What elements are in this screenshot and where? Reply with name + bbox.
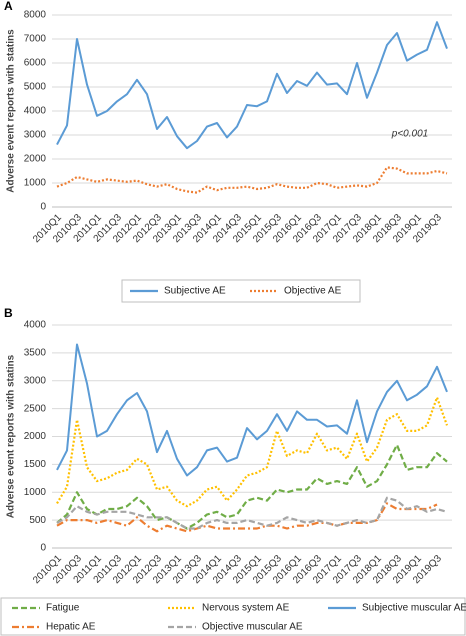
y-tick-label: 7000: [24, 34, 47, 45]
series-line: [56, 166, 448, 194]
y-tick-label: 0: [40, 202, 46, 213]
y-tick-label: 1500: [24, 459, 47, 470]
y-axis-label: Adverse event reports with statins: [6, 29, 17, 193]
legend-box: [121, 279, 361, 303]
y-tick-label: 2000: [24, 154, 47, 165]
series-line: [56, 502, 438, 533]
y-tick-label: 500: [29, 515, 46, 526]
legend-label: Fatigue: [46, 603, 80, 614]
y-tick-label: 6000: [24, 58, 47, 69]
legend-label: Objective muscular AE: [202, 622, 303, 633]
panel-label: A: [4, 0, 13, 13]
series-line: [56, 396, 449, 508]
y-tick-label: 3500: [24, 348, 47, 359]
series-line: [56, 343, 448, 477]
series-line: [56, 496, 448, 530]
legend-label: Hepatic AE: [46, 622, 96, 633]
y-tick-label: 5000: [24, 82, 47, 93]
y-tick-label: 0: [40, 543, 46, 554]
series-line: [56, 21, 448, 150]
legend-label: Subjective AE: [164, 286, 226, 297]
y-tick-label: 2500: [24, 403, 47, 414]
y-tick-label: 2000: [24, 431, 47, 442]
legend-label: Subjective muscular AE: [362, 603, 466, 614]
series-line: [56, 443, 448, 530]
y-tick-label: 8000: [24, 10, 47, 21]
y-tick-label: 3000: [24, 375, 47, 386]
annotation: p<0.001: [391, 129, 428, 140]
legend-label: Objective AE: [284, 286, 342, 297]
y-tick-label: 3000: [24, 130, 47, 141]
legend-box: [0, 597, 466, 636]
y-tick-label: 4000: [24, 320, 47, 331]
y-axis-label: Adverse event reports with statins: [6, 354, 17, 518]
panel-label: B: [4, 306, 13, 320]
y-tick-label: 4000: [24, 106, 47, 117]
y-tick-label: 1000: [24, 487, 47, 498]
y-tick-label: 1000: [24, 178, 47, 189]
legend-label: Nervous system AE: [202, 603, 290, 614]
